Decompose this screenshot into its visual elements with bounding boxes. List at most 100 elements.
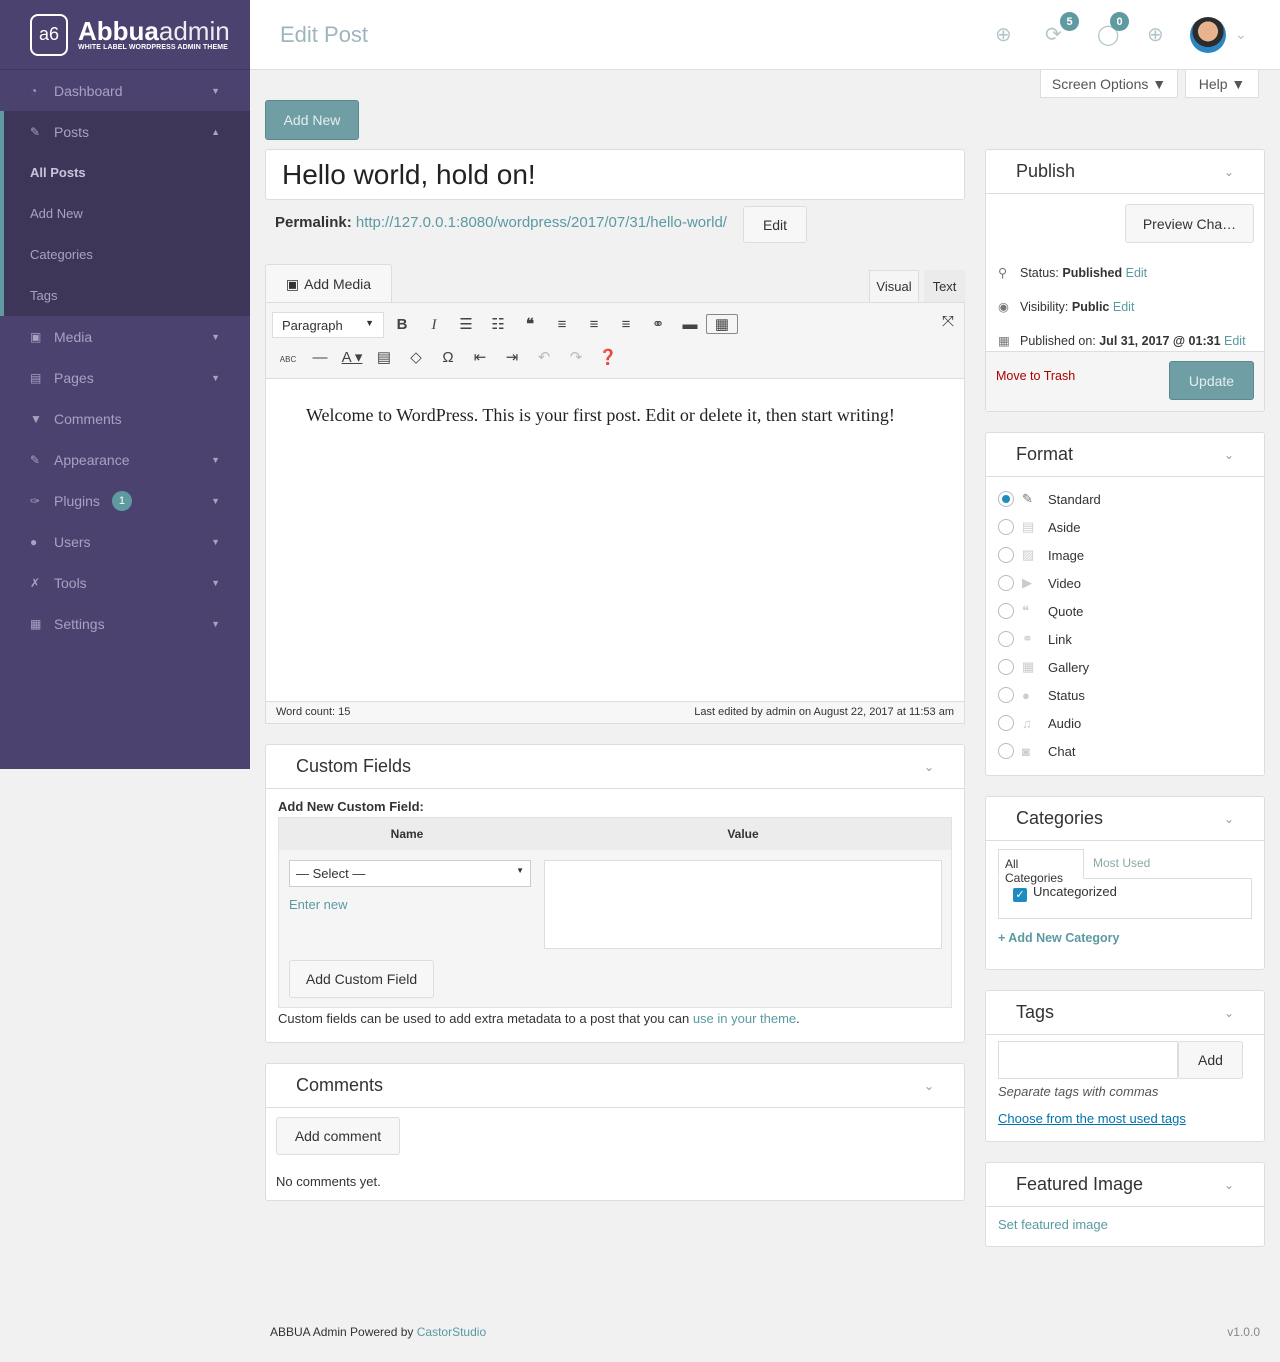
logo[interactable]: a6 Abbuaadmin WHITE LABEL WORDPRESS ADMI… — [0, 0, 250, 70]
blockquote-icon[interactable]: ❝ — [525, 316, 535, 333]
undo-icon[interactable]: ↶ — [537, 349, 551, 366]
chevron-down-icon[interactable]: ⌄ — [1235, 26, 1247, 42]
post-title-input[interactable]: Hello world, hold on! — [265, 149, 965, 200]
help-icon[interactable]: ❓ — [598, 349, 618, 366]
move-to-trash-link[interactable]: Move to Trash — [996, 369, 1076, 383]
format-option[interactable]: ▦ Gallery — [986, 653, 1264, 681]
edit-visibility-link[interactable]: Edit — [1112, 300, 1135, 314]
special-char-icon[interactable]: Ω — [442, 349, 454, 366]
align-center-icon[interactable]: ≡ — [589, 316, 599, 333]
tab-most-used[interactable]: Most Used — [1093, 856, 1151, 870]
format-option[interactable]: ▨ Image — [986, 541, 1264, 569]
preview-changes-button[interactable]: Preview Cha… — [1125, 204, 1254, 243]
redo-icon[interactable]: ↷ — [569, 349, 583, 366]
sidebar-item-appearance[interactable]: ✎ Appearance ▼ — [0, 439, 250, 480]
radio-button[interactable] — [998, 491, 1014, 507]
custom-field-value-input[interactable] — [544, 860, 942, 949]
tab-visual[interactable]: Visual — [869, 270, 919, 302]
radio-button[interactable] — [998, 547, 1014, 563]
radio-button[interactable] — [998, 687, 1014, 703]
editor-content[interactable]: Welcome to WordPress. This is your first… — [306, 405, 895, 425]
featured-image-header[interactable]: Featured Image ⌄ — [986, 1163, 1264, 1207]
radio-button[interactable] — [998, 631, 1014, 647]
castorstudio-link[interactable]: CastorStudio — [416, 1325, 487, 1339]
add-new-button[interactable]: Add New — [265, 100, 359, 140]
custom-field-select[interactable]: — Select — ▼ — [289, 860, 531, 887]
permalink-link[interactable]: http://127.0.0.1:8080/wordpress/2017/07/… — [355, 214, 727, 231]
choose-tags-link[interactable]: Choose from the most used tags — [998, 1111, 1186, 1126]
chevron-down-icon[interactable]: ⌄ — [923, 759, 934, 774]
outdent-icon[interactable]: ⇤ — [473, 349, 487, 366]
set-featured-image-link[interactable]: Set featured image — [998, 1217, 1108, 1232]
strikethrough-icon[interactable]: ABC — [279, 355, 297, 364]
chevron-down-icon[interactable]: ⌄ — [1223, 164, 1234, 179]
format-option[interactable]: ❝ Quote — [986, 597, 1264, 625]
bullet-list-icon[interactable]: ☰ — [459, 316, 473, 333]
sidebar-item-comments[interactable]: ▼ Comments — [0, 398, 250, 439]
bold-icon[interactable]: B — [396, 316, 408, 333]
tab-text[interactable]: Text — [924, 270, 965, 302]
sidebar-item-users[interactable]: ● Users ▼ — [0, 521, 250, 562]
sidebar-item-dashboard[interactable]: ◔ Dashboard ▼ — [0, 70, 250, 111]
submenu-add-new[interactable]: Add New — [30, 206, 83, 221]
align-left-icon[interactable]: ≡ — [557, 316, 567, 333]
format-option[interactable]: ▶ Video — [986, 569, 1264, 597]
add-custom-field-button[interactable]: Add Custom Field — [289, 960, 434, 998]
radio-button[interactable] — [998, 519, 1014, 535]
fullscreen-icon[interactable]: ⤧ — [941, 313, 954, 330]
format-option[interactable]: ● Status — [986, 681, 1264, 709]
add-new-category-link[interactable]: + Add New Category — [998, 931, 1120, 945]
tags-input[interactable] — [998, 1041, 1178, 1079]
help-button[interactable]: Help ▼ — [1185, 70, 1259, 98]
indent-icon[interactable]: ⇥ — [505, 349, 519, 366]
tab-all-categories[interactable]: All Categories — [998, 849, 1084, 885]
format-option[interactable]: ✎ Standard — [986, 485, 1264, 513]
theme-link[interactable]: use in your theme — [692, 1011, 797, 1026]
align-right-icon[interactable]: ≡ — [621, 316, 631, 333]
edit-date-link[interactable]: Edit — [1224, 334, 1246, 348]
submenu-tags[interactable]: Tags — [30, 288, 58, 303]
add-media-button[interactable]: ▣ Add Media — [265, 264, 392, 304]
comments-header[interactable]: Comments ⌄ — [266, 1064, 964, 1108]
add-comment-button[interactable]: Add comment — [276, 1117, 400, 1155]
paste-text-icon[interactable]: ▤ — [376, 349, 392, 366]
avatar[interactable] — [1190, 17, 1226, 53]
format-select[interactable]: Paragraph ▼ — [272, 312, 384, 338]
sidebar-item-settings[interactable]: ▦ Settings ▼ — [0, 603, 250, 644]
radio-button[interactable] — [998, 575, 1014, 591]
clear-format-icon[interactable]: ◇ — [410, 349, 422, 366]
format-header[interactable]: Format ⌄ — [986, 433, 1264, 477]
categories-header[interactable]: Categories ⌄ — [986, 797, 1264, 841]
screen-options-button[interactable]: Screen Options ▼ — [1040, 70, 1178, 98]
radio-button[interactable] — [998, 743, 1014, 759]
horizontal-line-icon[interactable]: — — [312, 349, 328, 366]
sidebar-item-pages[interactable]: ▤ Pages ▼ — [0, 357, 250, 398]
toolbar-toggle-icon[interactable]: ▦ — [706, 314, 738, 334]
radio-button[interactable] — [998, 715, 1014, 731]
format-option[interactable]: ♫ Audio — [986, 709, 1264, 737]
sidebar-item-posts[interactable]: ✎ Posts ▲ — [4, 111, 250, 152]
link-icon[interactable]: ⚭ — [651, 316, 665, 333]
format-option[interactable]: ⚭ Link — [986, 625, 1264, 653]
edit-permalink-button[interactable]: Edit — [743, 206, 807, 243]
updates-icon[interactable]: ⟳ — [1045, 24, 1062, 46]
sidebar-item-tools[interactable]: ✗ Tools ▼ — [0, 562, 250, 603]
format-option[interactable]: ◙ Chat — [986, 737, 1264, 765]
chevron-down-icon[interactable]: ⌄ — [1223, 447, 1234, 462]
add-tag-button[interactable]: Add — [1178, 1041, 1243, 1079]
globe-icon[interactable]: ⊕ — [995, 24, 1012, 46]
chevron-down-icon[interactable]: ⌄ — [1223, 1005, 1234, 1020]
sidebar-item-plugins[interactable]: ✑ Plugins 1 ▼ — [0, 480, 250, 521]
tags-header[interactable]: Tags ⌄ — [986, 991, 1264, 1035]
italic-icon[interactable]: I — [431, 317, 437, 333]
format-option[interactable]: ▤ Aside — [986, 513, 1264, 541]
chevron-down-icon[interactable]: ⌄ — [923, 1078, 934, 1093]
radio-button[interactable] — [998, 659, 1014, 675]
edit-status-link[interactable]: Edit — [1125, 266, 1148, 280]
publish-header[interactable]: Publish ⌄ — [986, 150, 1264, 194]
chevron-down-icon[interactable]: ⌄ — [1223, 811, 1234, 826]
text-color-icon[interactable]: A ▾ — [341, 349, 363, 366]
update-button[interactable]: Update — [1169, 361, 1254, 400]
radio-button[interactable] — [998, 603, 1014, 619]
read-more-icon[interactable]: ▬ — [682, 316, 698, 333]
